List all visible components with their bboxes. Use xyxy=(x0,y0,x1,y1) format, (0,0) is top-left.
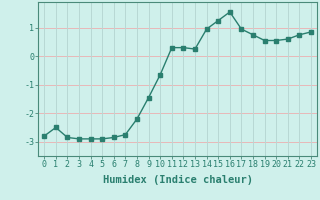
X-axis label: Humidex (Indice chaleur): Humidex (Indice chaleur) xyxy=(103,175,252,185)
